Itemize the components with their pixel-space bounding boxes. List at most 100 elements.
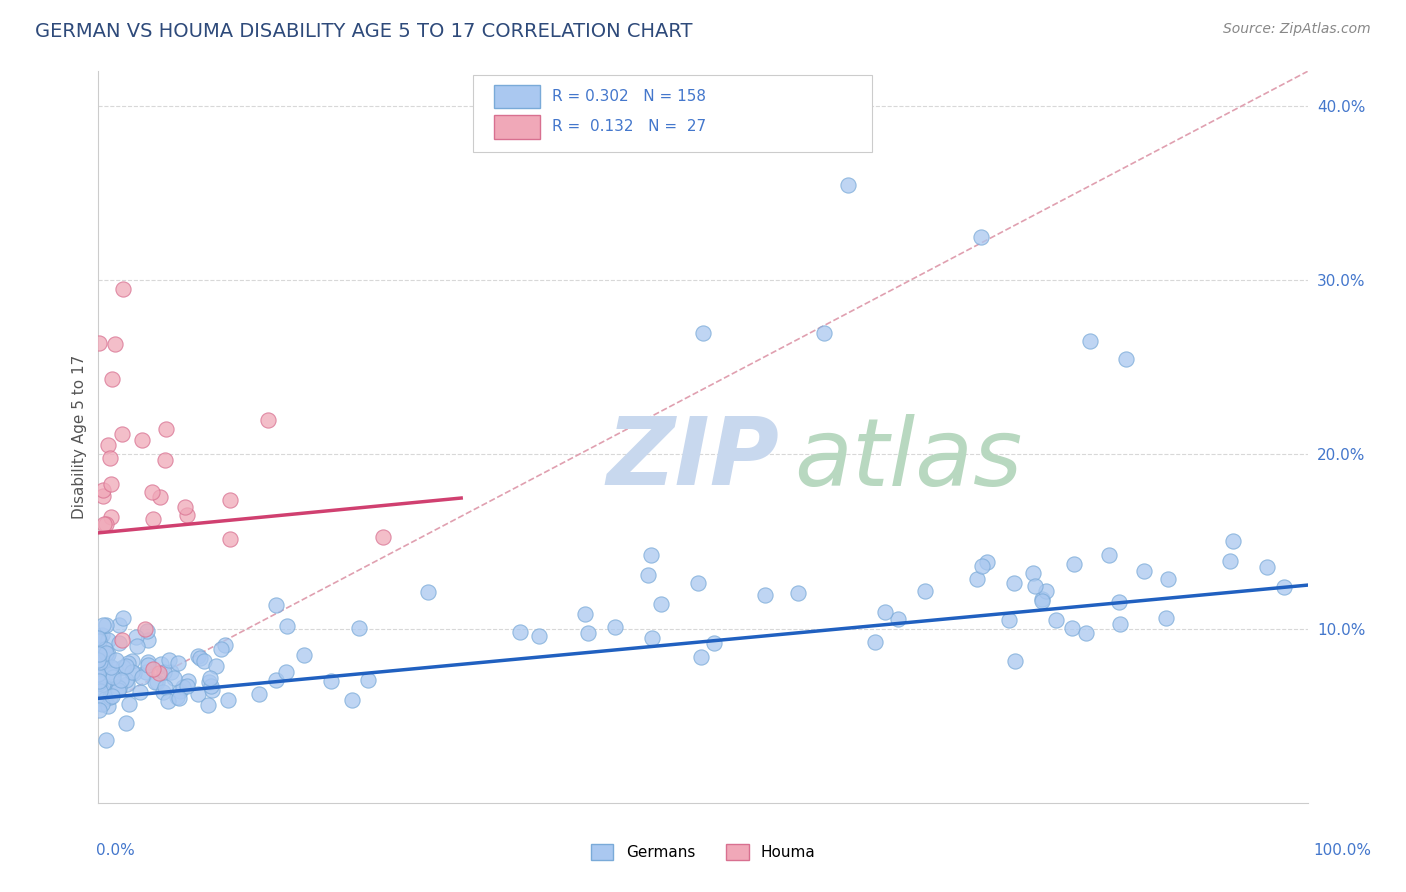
Point	[131, 434, 153, 448]
FancyBboxPatch shape	[474, 75, 872, 152]
Point	[146, 675, 169, 690]
Point	[1031, 592, 1053, 607]
Point	[111, 427, 134, 442]
Point	[605, 620, 627, 634]
Point	[200, 679, 222, 693]
Point	[91, 644, 114, 658]
Text: Source: ZipAtlas.com: Source: ZipAtlas.com	[1223, 22, 1371, 37]
Text: ZIP: ZIP	[606, 413, 779, 505]
Point	[976, 556, 998, 570]
Text: 0.0%: 0.0%	[96, 843, 135, 858]
Point	[166, 690, 188, 704]
Point	[87, 657, 110, 671]
Text: atlas: atlas	[793, 414, 1022, 505]
Point	[87, 656, 110, 670]
Point	[187, 687, 209, 701]
Point	[112, 659, 135, 673]
Point	[574, 607, 596, 622]
Point	[108, 636, 131, 650]
Point	[218, 493, 240, 508]
Point	[787, 585, 810, 599]
Point	[100, 509, 122, 524]
Point	[91, 490, 114, 504]
Point	[115, 715, 138, 730]
Point	[509, 624, 531, 639]
Point	[97, 680, 120, 694]
Point	[100, 659, 122, 673]
Point	[141, 485, 163, 500]
Point	[150, 657, 173, 672]
Point	[1219, 553, 1241, 567]
Point	[169, 683, 191, 698]
Point	[1098, 548, 1121, 562]
Point	[198, 671, 221, 685]
Point	[94, 618, 117, 632]
Point	[104, 336, 127, 351]
Point	[117, 656, 139, 670]
Point	[136, 633, 159, 648]
Point	[1045, 613, 1067, 627]
Point	[138, 658, 160, 673]
Point	[152, 685, 174, 699]
Point	[135, 624, 157, 638]
Point	[1108, 595, 1130, 609]
Point	[89, 684, 111, 698]
Point	[107, 683, 129, 698]
Point	[100, 666, 122, 681]
Point	[177, 674, 200, 689]
Point	[1063, 557, 1085, 571]
Point	[125, 639, 148, 653]
Point	[91, 656, 114, 670]
Point	[914, 584, 936, 599]
Point	[172, 680, 194, 694]
Point	[641, 631, 664, 645]
Point	[264, 598, 287, 612]
Point	[970, 229, 993, 244]
Point	[966, 572, 988, 586]
Point	[204, 659, 226, 673]
Point	[91, 658, 114, 673]
Point	[157, 694, 180, 708]
Point	[107, 680, 129, 694]
Point	[1062, 621, 1084, 635]
Point	[87, 703, 110, 717]
Point	[200, 683, 222, 698]
Point	[1022, 566, 1045, 580]
Point	[89, 655, 111, 669]
Point	[105, 653, 128, 667]
Point	[87, 657, 110, 672]
Point	[115, 677, 138, 691]
Legend: Germans, Houma: Germans, Houma	[585, 838, 821, 866]
Point	[87, 666, 110, 681]
Point	[887, 612, 910, 626]
Point	[97, 699, 120, 714]
Point	[91, 618, 114, 632]
Point	[1074, 625, 1097, 640]
Point	[142, 662, 165, 676]
Point	[690, 649, 713, 664]
Point	[1256, 560, 1278, 574]
Point	[94, 641, 117, 656]
Point	[1115, 351, 1137, 366]
Point	[292, 648, 315, 662]
Point	[155, 422, 177, 436]
Point	[121, 654, 143, 668]
Point	[1002, 575, 1025, 590]
Point	[89, 696, 111, 710]
Point	[91, 677, 114, 691]
Point	[187, 648, 209, 663]
Point	[163, 671, 186, 685]
Point	[274, 665, 297, 679]
Point	[110, 673, 132, 688]
Point	[93, 656, 115, 670]
Point	[997, 613, 1019, 627]
Point	[176, 679, 198, 693]
Point	[89, 631, 111, 645]
Point	[1078, 334, 1101, 349]
Point	[198, 675, 221, 690]
Point	[111, 611, 134, 625]
Point	[91, 483, 114, 497]
Point	[111, 282, 134, 296]
Point	[176, 508, 198, 523]
Point	[97, 632, 120, 647]
